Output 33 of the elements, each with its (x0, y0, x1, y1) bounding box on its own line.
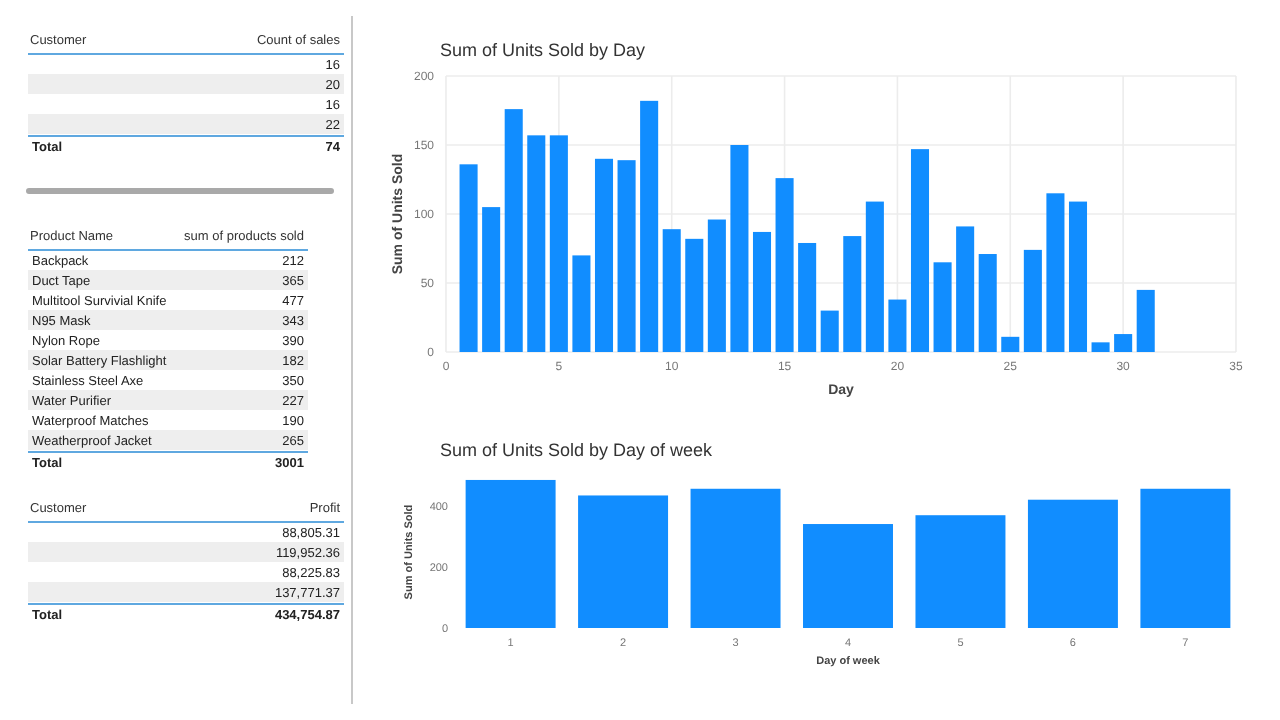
bar (707, 219, 726, 352)
bar (662, 229, 681, 352)
chart-title: Sum of Units Sold by Day of week (440, 440, 714, 460)
bar (1023, 249, 1042, 352)
bar (910, 149, 930, 352)
bar (843, 236, 862, 352)
bar (685, 238, 704, 352)
bar (482, 207, 501, 352)
bar (1114, 334, 1133, 352)
bar (775, 178, 794, 352)
bar (572, 255, 591, 352)
bar (798, 242, 817, 352)
bar (752, 231, 772, 352)
bar (1136, 289, 1155, 352)
chart-title: Sum of Units Sold by Day (440, 40, 647, 60)
bar (527, 135, 546, 352)
bar (865, 201, 884, 352)
bar (730, 145, 749, 352)
bar (978, 254, 997, 352)
bar (640, 100, 659, 352)
bar (549, 135, 568, 352)
bar (504, 109, 523, 352)
bar (888, 299, 907, 352)
bar (956, 226, 975, 352)
bar (1091, 342, 1110, 352)
bar (617, 160, 636, 352)
bar (1046, 193, 1065, 352)
bar (1068, 201, 1088, 352)
bar (459, 164, 478, 352)
bar (594, 158, 614, 352)
bar (1001, 336, 1020, 352)
bar (933, 262, 952, 352)
bar (820, 310, 839, 352)
